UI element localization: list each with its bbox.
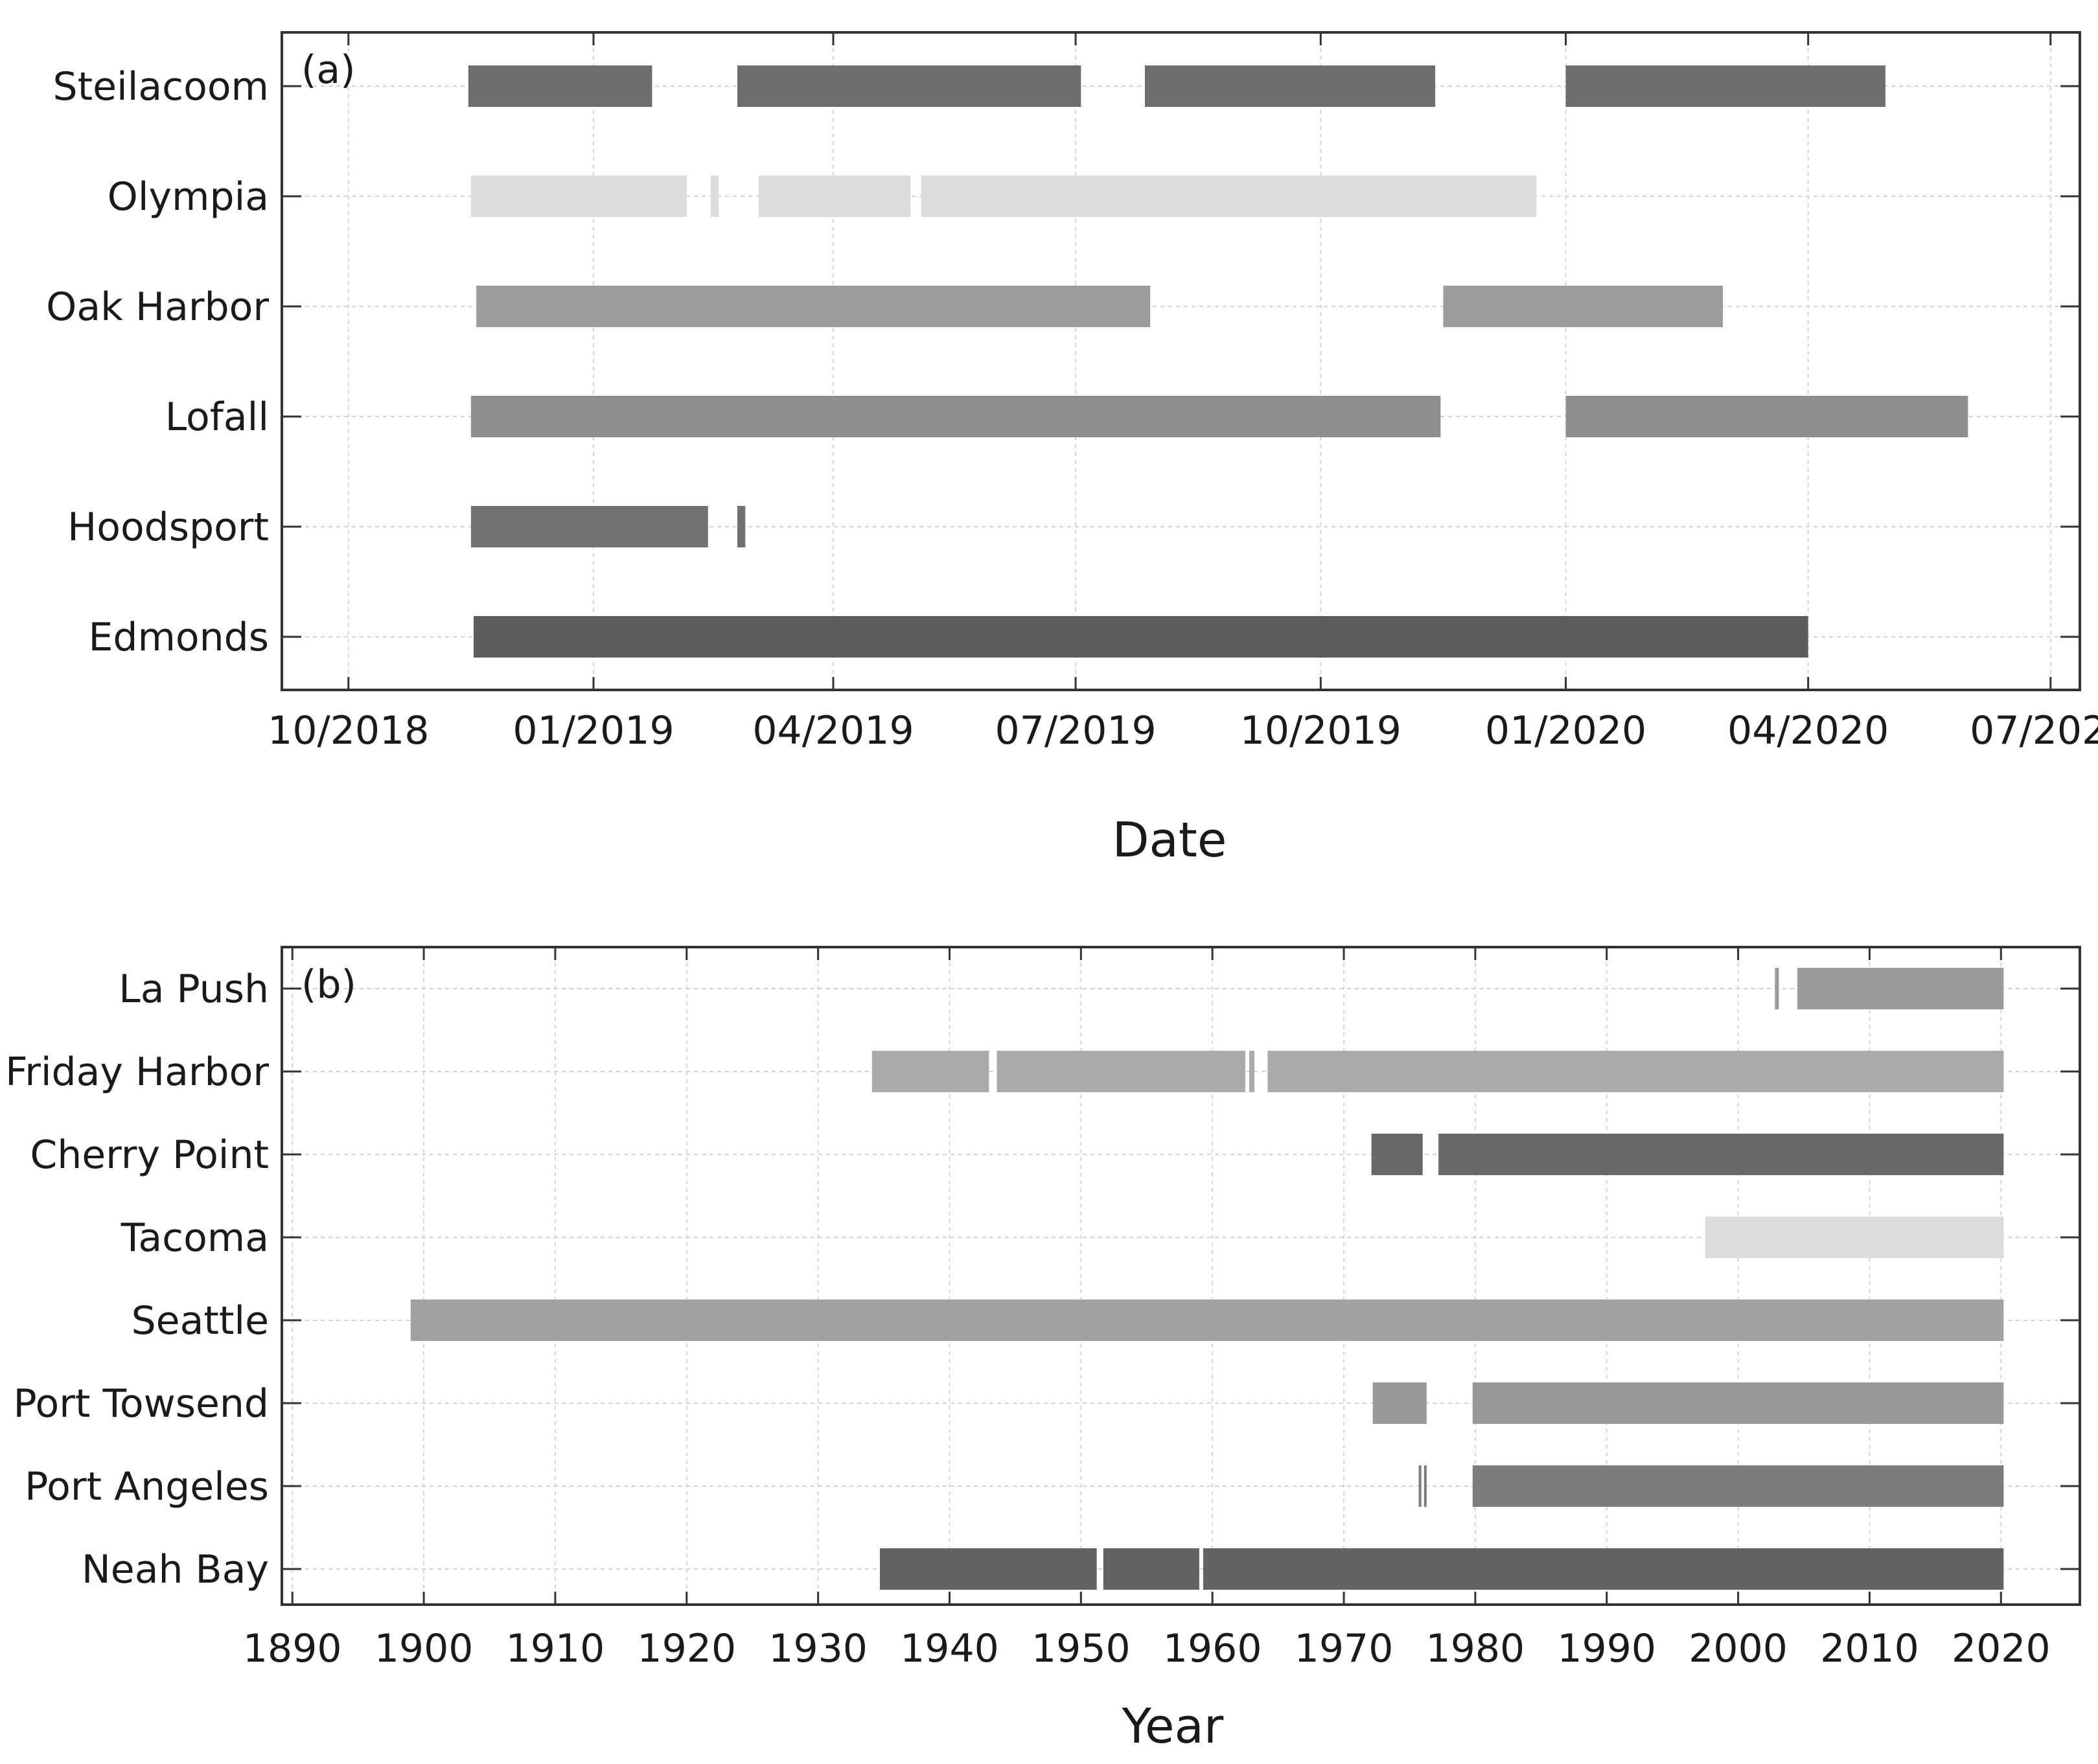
- panel-a-bar-segment: [1565, 396, 1968, 437]
- panel-a-xlabel: Date: [1112, 812, 1227, 868]
- panel-b-x-tick-label: 1900: [375, 1626, 474, 1671]
- panel-a-bars: [468, 65, 1968, 658]
- panel-b-bar-segment: [997, 1051, 1245, 1092]
- panel-a-bar-segment: [758, 176, 911, 217]
- panel-b-category-label: Neah Bay: [82, 1547, 269, 1592]
- panel-b-bar-segment: [1267, 1051, 2004, 1092]
- panel-b-bar-segment: [1438, 1134, 2004, 1175]
- panel-a-category-label: Lofall: [165, 395, 269, 440]
- panel-a-category-label: Edmonds: [88, 615, 269, 660]
- panel-a-category-label: Steilacoom: [53, 64, 270, 109]
- panel-b-x-tick-label: 2010: [1820, 1626, 1919, 1671]
- panel-b-bar-segment: [1418, 1465, 1422, 1507]
- panel-b-x-tick-label: 1940: [900, 1626, 999, 1671]
- panel-b-category-label: Cherry Point: [30, 1132, 269, 1178]
- panel-a-x-tick-label: 07/2020: [1970, 708, 2098, 753]
- panel-b-ticks: 1890 1900 1910 1920 1930 1940 1950 1960 1970 1980…: [243, 947, 2080, 1671]
- panel-b-category-label: Seattle: [132, 1298, 269, 1344]
- panel-a-bar-segment: [470, 176, 687, 217]
- panel-a-x-tick-label: 01/2019: [513, 708, 674, 753]
- panel-a-bar-segment: [737, 65, 1081, 107]
- panel-a-x-tick-label: 04/2020: [1727, 708, 1889, 753]
- panel-b-bar-segment: [1472, 1465, 2004, 1507]
- panel-b-bar-segment: [1249, 1051, 1255, 1092]
- panel-b-x-tick-label: 1890: [243, 1626, 342, 1671]
- panel-b-bar-segment: [879, 1548, 1097, 1590]
- panel-b-category-label: Port Towsend: [13, 1381, 269, 1426]
- panel-a-bar-segment: [1145, 65, 1436, 107]
- panel-a-bar-segment: [1443, 286, 1723, 327]
- panel-a-bar-segment: [737, 506, 746, 547]
- panel-b-bar-segment: [1103, 1548, 1199, 1590]
- panel-a-frame: [281, 31, 2081, 691]
- panel-b: 1890 1900 1910 1920 1930 1940 1950 1960 1970 1980…: [5, 946, 2081, 1754]
- panel-b-x-tick-label: 2020: [1952, 1626, 2051, 1671]
- panel-b-xlabel: Year: [1122, 1699, 1224, 1754]
- panel-a-bar-segment: [710, 176, 719, 217]
- panel-a-x-tick-label: 01/2020: [1485, 708, 1646, 753]
- panel-a-category-labels: Steilacoom Olympia Oak Harbor Lofall Hoodspo…: [46, 64, 269, 660]
- panel-b-category-label: Port Angeles: [25, 1464, 269, 1509]
- panel-b-bar-segment: [1371, 1134, 1423, 1175]
- panel-b-x-tick-label: 1920: [637, 1626, 736, 1671]
- panel-b-x-tick-label: 1930: [768, 1626, 868, 1671]
- panel-a-grid: [282, 32, 2080, 690]
- panel-a-bar-segment: [474, 616, 1808, 658]
- panel-b-x-tick-label: 1970: [1295, 1626, 1394, 1671]
- panel-a-bar-segment: [470, 396, 1441, 437]
- panel-a-bar-segment: [476, 286, 1151, 327]
- panel-b-bar-segment: [1775, 968, 1779, 1009]
- panel-b-bar-segment: [1797, 968, 2004, 1009]
- panel-b-x-tick-label: 1950: [1032, 1626, 1131, 1671]
- panel-b-bar-segment: [1424, 1465, 1427, 1507]
- panel-a-x-tick-label: 10/2018: [268, 708, 429, 753]
- panel-a-bar-segment: [1565, 65, 1885, 107]
- panel-b-bar-segment: [871, 1051, 989, 1092]
- panel-b-x-tick-label: 1910: [506, 1626, 605, 1671]
- panel-a-category-label: Olympia: [108, 174, 269, 220]
- panel-a-x-tick-label: 04/2019: [752, 708, 914, 753]
- panel-b-bar-segment: [1203, 1548, 2004, 1590]
- panel-b-category-label: La Push: [119, 967, 269, 1012]
- panel-a-x-tick-label: 07/2019: [995, 708, 1156, 753]
- panel-b-x-tick-label: 2000: [1689, 1626, 1788, 1671]
- panel-a-category-label: Hoodsport: [67, 505, 269, 550]
- panel-b-x-tick-label: 1990: [1557, 1626, 1656, 1671]
- panel-b-x-tick-label: 1960: [1163, 1626, 1262, 1671]
- panel-b-category-label: Friday Harbor: [5, 1049, 269, 1095]
- panel-b-bar-segment: [1705, 1217, 2004, 1258]
- panel-a-ticks: 10/2018 01/2019 04/2019 07/2019 10/2019 01/20…: [268, 32, 2098, 753]
- panel-a-bar-segment: [468, 65, 652, 107]
- panel-a-bar-segment: [470, 506, 708, 547]
- panel-b-bar-segment: [1472, 1382, 2004, 1424]
- panel-b-bars: [410, 968, 2004, 1590]
- panel-b-x-tick-label: 1980: [1426, 1626, 1525, 1671]
- panel-a: 10/2018 01/2019 04/2019 07/2019 10/2019 01/20…: [46, 31, 2098, 868]
- panel-a-x-tick-label: 10/2019: [1240, 708, 1401, 753]
- panel-b-bar-segment: [1372, 1382, 1427, 1424]
- panel-b-tag: (b): [301, 962, 356, 1007]
- panel-b-category-labels: La Push Friday Harbor Cherry Point Tacoma Se…: [5, 967, 269, 1592]
- panel-a-tag: (a): [301, 47, 356, 93]
- panel-a-category-label: Oak Harbor: [46, 284, 269, 330]
- panel-a-bar-segment: [921, 176, 1537, 217]
- panel-b-category-label: Tacoma: [121, 1215, 269, 1261]
- panel-b-bar-segment: [410, 1300, 2004, 1341]
